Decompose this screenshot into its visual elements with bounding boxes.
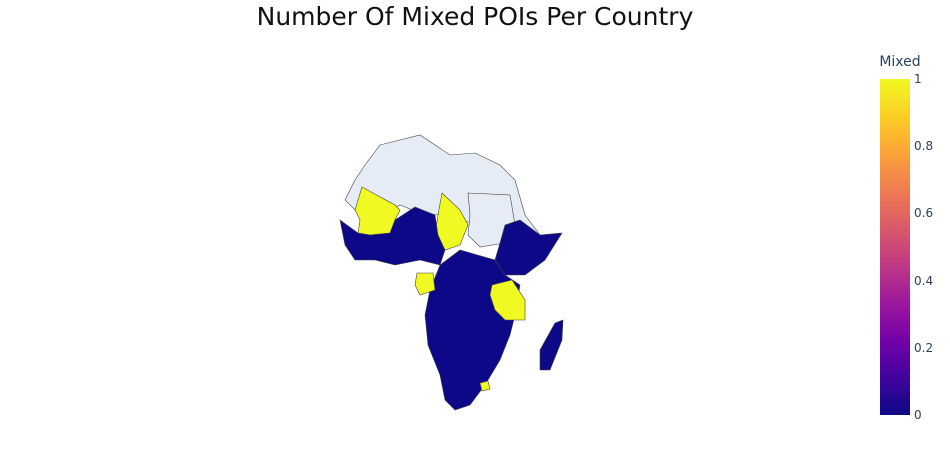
colorbar xyxy=(880,79,910,415)
country-lesotho[interactable] xyxy=(479,380,491,392)
colorbar-tick: 0 xyxy=(914,408,922,422)
africa-map[interactable] xyxy=(300,125,580,425)
country-gabon[interactable] xyxy=(414,272,436,296)
colorbar-tick: 0.4 xyxy=(914,273,934,288)
region-horn[interactable] xyxy=(494,219,563,276)
colorbar-tick: 1 xyxy=(914,72,922,86)
colorbar-tick: 0.2 xyxy=(914,340,934,355)
country-madagascar[interactable] xyxy=(539,319,564,371)
region-west-africa[interactable] xyxy=(339,206,446,266)
colorbar-title: Mixed xyxy=(879,54,921,70)
chart-title: Number Of Mixed POIs Per Country xyxy=(256,2,694,31)
colorbar-tick: 0.6 xyxy=(914,206,934,221)
colorbar-tick: 0.8 xyxy=(914,139,934,154)
country-tanzania[interactable] xyxy=(489,279,526,321)
country-chad[interactable] xyxy=(434,192,469,251)
